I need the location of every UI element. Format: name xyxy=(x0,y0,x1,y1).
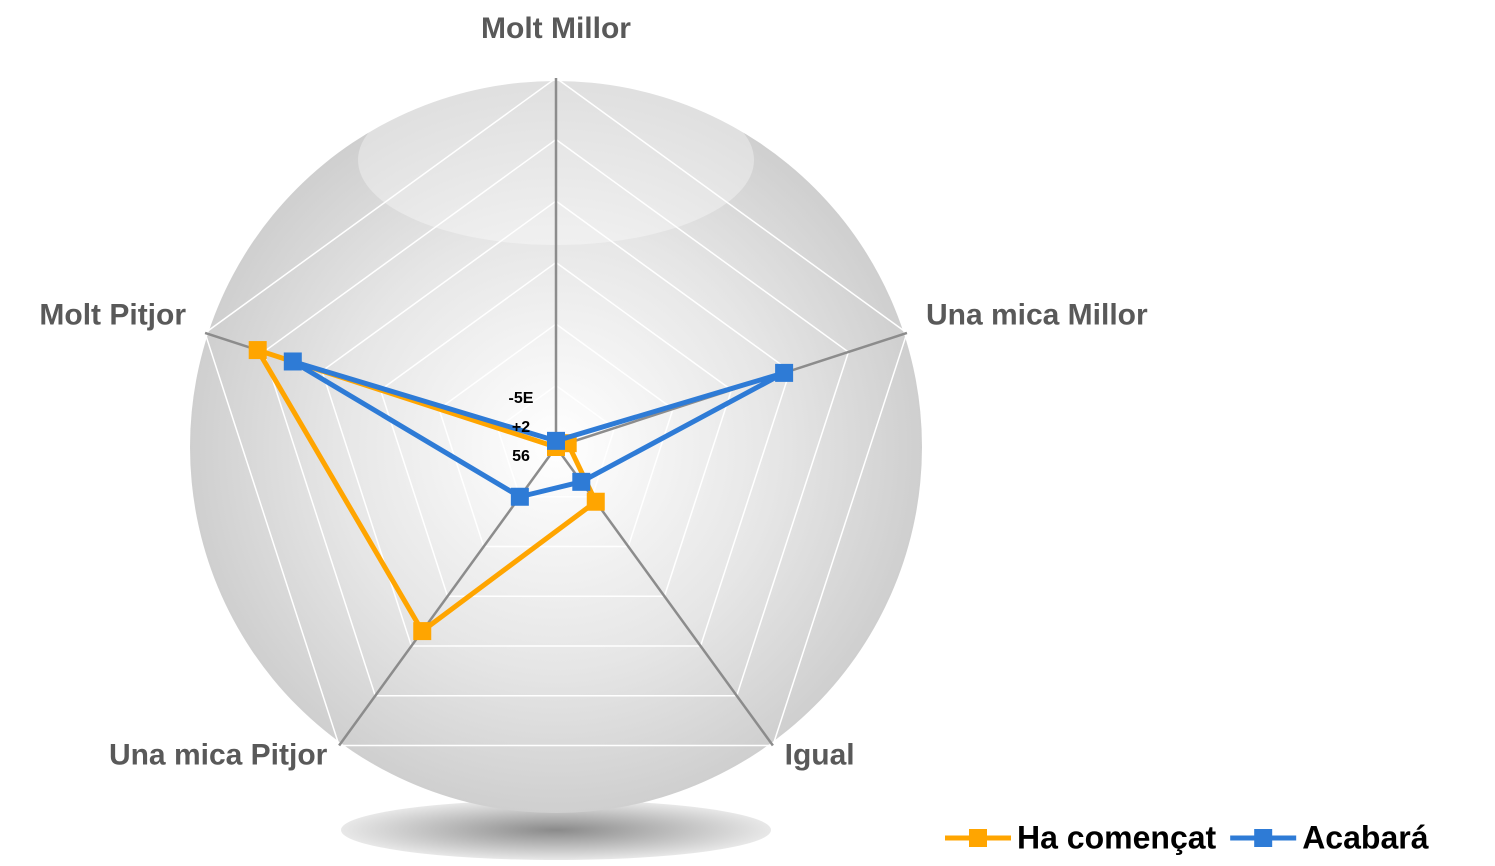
legend-marker xyxy=(969,829,987,847)
grid-ring xyxy=(262,138,850,697)
point-marker xyxy=(547,431,565,450)
point-marker xyxy=(510,487,529,506)
point-marker xyxy=(248,341,267,360)
point-marker xyxy=(413,622,432,641)
axis-label: Molt Pitjor xyxy=(39,299,186,332)
legend-label: Acabará xyxy=(1302,819,1429,855)
point-marker xyxy=(586,492,605,511)
center-label: -5E+256 xyxy=(508,390,534,465)
grid-ring xyxy=(321,200,791,647)
legend-marker xyxy=(1254,829,1273,847)
axis-label: Molt Millor xyxy=(481,12,631,45)
point-marker xyxy=(775,363,794,382)
grid-ring xyxy=(438,323,674,548)
point-marker xyxy=(572,472,591,491)
grid-ring xyxy=(204,77,908,747)
axis-label: Una mica Pitjor xyxy=(109,739,328,772)
shadow xyxy=(341,800,771,860)
axis-label: Una mica Millor xyxy=(926,299,1148,332)
grid-ring xyxy=(379,261,733,598)
axis-label: Igual xyxy=(785,739,855,772)
point-marker xyxy=(283,352,302,371)
grid-ring xyxy=(496,384,616,498)
series-line xyxy=(290,358,787,500)
legend-label: Ha començat xyxy=(1017,819,1217,855)
